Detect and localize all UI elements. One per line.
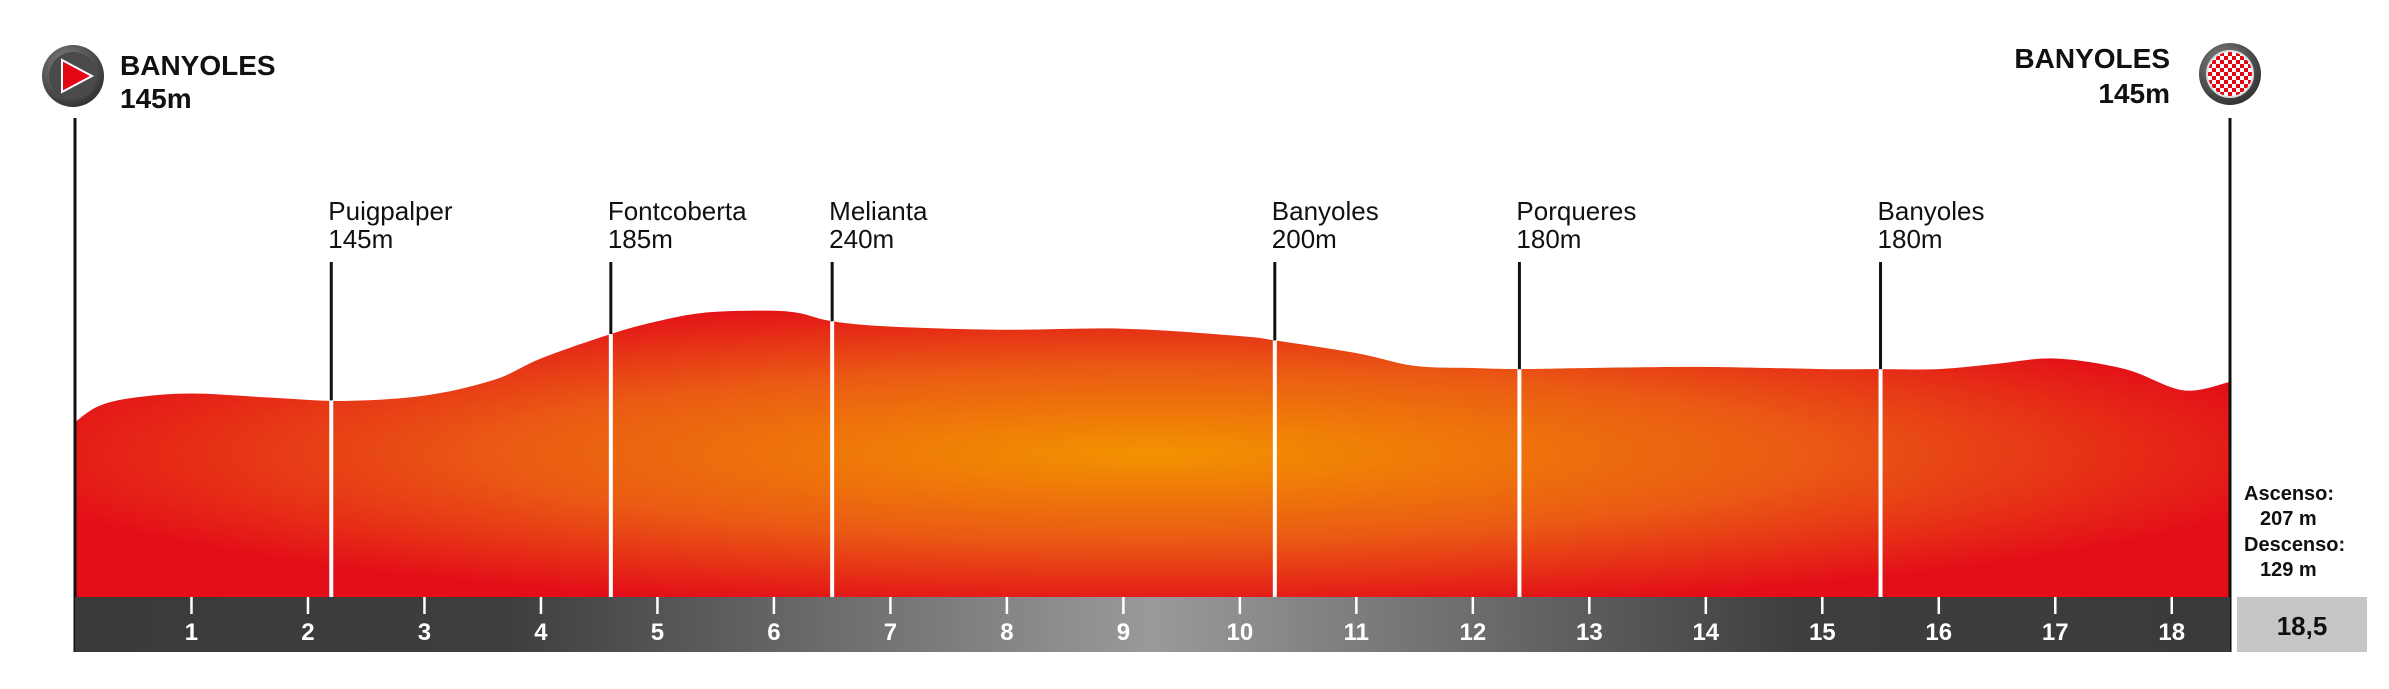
x-tick-label: 13 xyxy=(1576,619,1603,646)
waypoint-name: Banyoles xyxy=(1878,196,1985,226)
waypoint-name: Porqueres xyxy=(1516,196,1636,226)
waypoint-name: Fontcoberta xyxy=(608,196,747,226)
waypoint-name: Puigpalper xyxy=(328,196,453,226)
x-tick-label: 18 xyxy=(2158,619,2185,646)
x-tick-label: 14 xyxy=(1692,619,1719,646)
x-tick-label: 16 xyxy=(1925,619,1952,646)
x-tick-label: 2 xyxy=(301,619,314,646)
total-distance: 18,5 xyxy=(2277,611,2328,641)
waypoint-elevation: 240m xyxy=(829,224,894,254)
start-name: BANYOLES xyxy=(120,50,276,81)
distance-axis-bar xyxy=(75,597,2230,652)
x-tick-label: 8 xyxy=(1000,619,1013,646)
play-icon xyxy=(42,45,104,107)
waypoint-name: Banyoles xyxy=(1272,196,1379,226)
waypoint-elevation: 200m xyxy=(1272,224,1337,254)
ascent-label: Ascenso: xyxy=(2244,483,2334,505)
waypoint-elevation: 180m xyxy=(1516,224,1581,254)
x-tick-label: 1 xyxy=(185,619,198,646)
start-elevation: 145m xyxy=(120,83,192,114)
x-tick-label: 12 xyxy=(1459,619,1486,646)
x-tick-label: 3 xyxy=(418,619,431,646)
finish-name: BANYOLES xyxy=(2014,43,2170,74)
x-tick-label: 6 xyxy=(767,619,780,646)
waypoint-name: Melianta xyxy=(829,196,928,226)
x-tick-label: 9 xyxy=(1117,619,1130,646)
elevation-profile-area xyxy=(75,310,2230,597)
waypoint-elevation: 145m xyxy=(328,224,393,254)
total-distance-box xyxy=(2237,597,2367,652)
ascent-value: 207 m xyxy=(2260,508,2317,530)
descent-label: Descenso: xyxy=(2244,534,2345,556)
descent-value: 129 m xyxy=(2260,559,2317,581)
x-tick-label: 5 xyxy=(651,619,664,646)
x-tick-label: 11 xyxy=(1344,619,1369,646)
waypoint-elevation: 185m xyxy=(608,224,673,254)
x-tick-label: 7 xyxy=(884,619,897,646)
x-tick-label: 4 xyxy=(534,619,548,646)
x-tick-label: 17 xyxy=(2042,619,2069,646)
x-tick-label: 15 xyxy=(1809,619,1836,646)
distance-ticks: 1 2 3 4 5 6 7 8 9 10 11 12 13 14 15 16 17 18 xyxy=(185,597,2185,646)
waypoint-elevation: 180m xyxy=(1878,224,1943,254)
checkered-flag-icon xyxy=(2199,43,2261,105)
x-tick-label: 10 xyxy=(1227,619,1254,646)
finish-elevation: 145m xyxy=(2098,78,2170,109)
